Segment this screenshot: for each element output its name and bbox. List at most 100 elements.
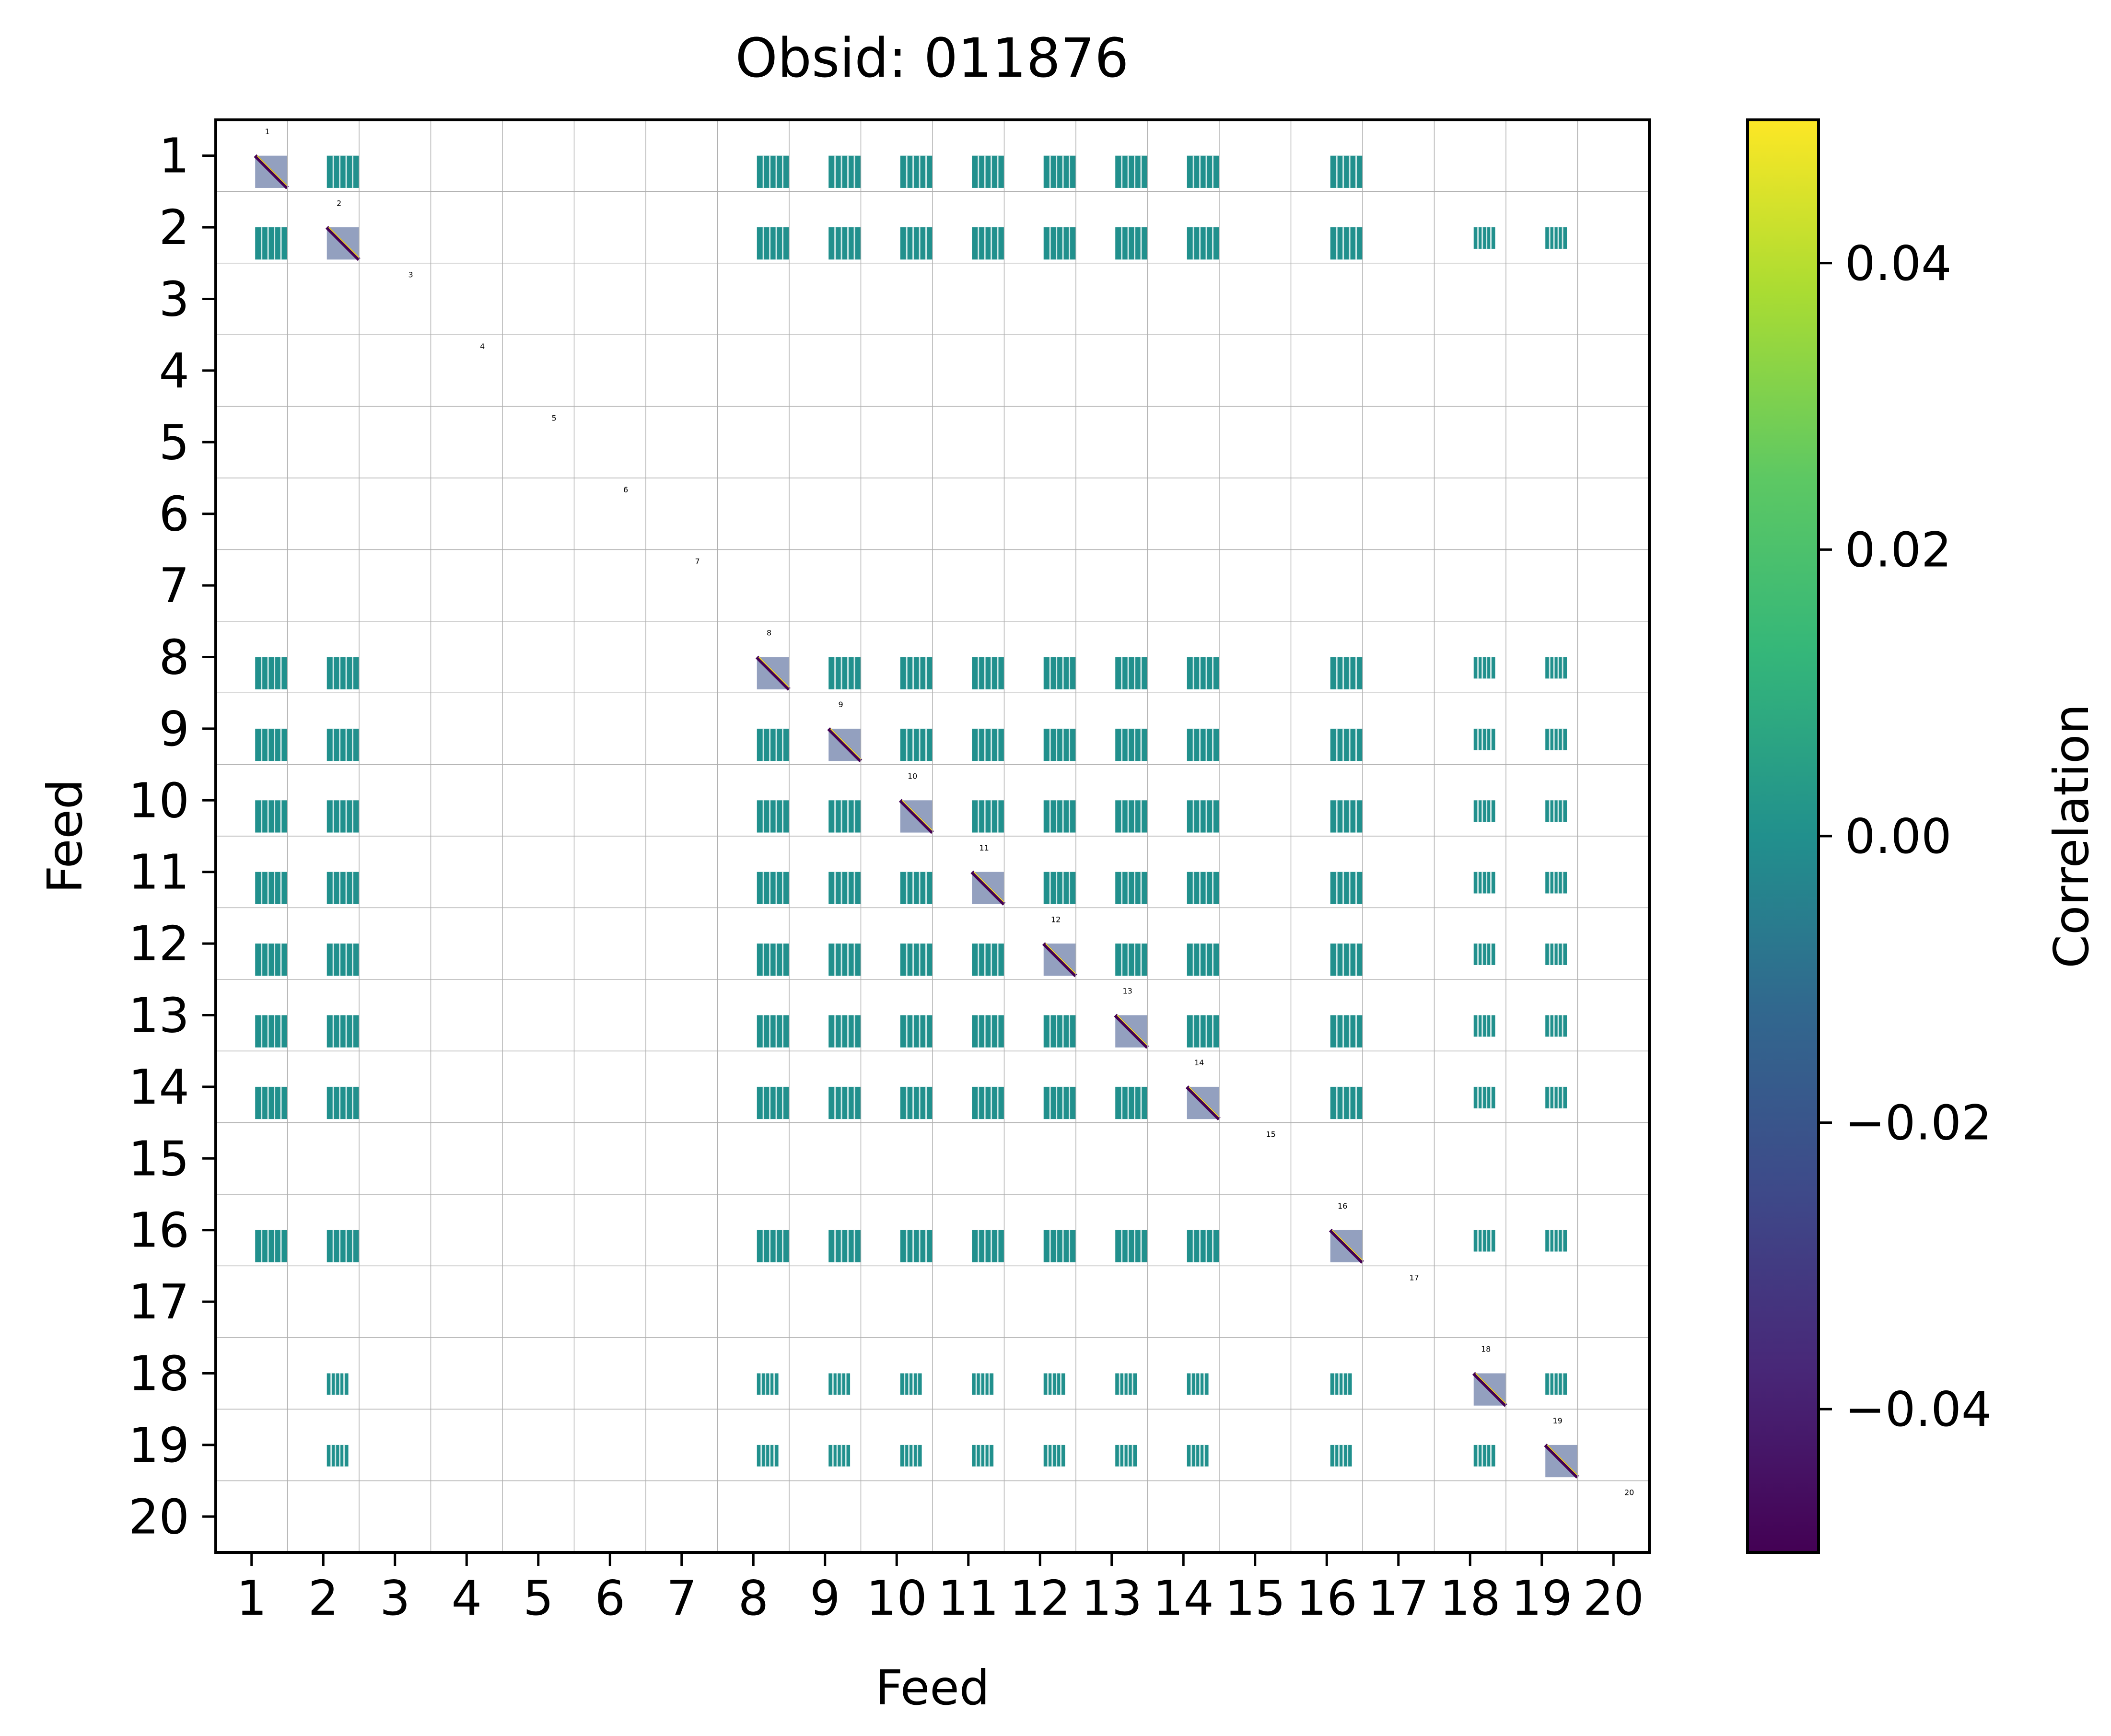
block-fill: [1545, 657, 1567, 679]
correlation-block: [900, 1015, 933, 1048]
correlation-block: [1043, 657, 1076, 689]
colorbar-tick-label: 0.02: [1845, 522, 1952, 578]
block-fill: [900, 1445, 922, 1467]
block-fill: [828, 872, 861, 904]
block-fill: [828, 800, 861, 833]
correlation-block: [327, 800, 359, 833]
correlation-block: [828, 1015, 861, 1048]
block-fill: [255, 872, 288, 904]
block-fill: [972, 1373, 994, 1395]
x-tick-label: 14: [1153, 1570, 1214, 1626]
block-fill: [1545, 227, 1567, 249]
diagonal-feed-label: 14: [1194, 1058, 1204, 1067]
block-fill: [1187, 1015, 1219, 1048]
diagonal-block: [1472, 1372, 1507, 1407]
block-fill: [757, 800, 789, 833]
correlation-block: [1330, 800, 1363, 833]
correlation-block: [1115, 872, 1148, 904]
block-fill: [1043, 155, 1076, 188]
block-fill: [828, 1230, 861, 1262]
correlation-block: [757, 1086, 789, 1119]
correlation-block: [1187, 1015, 1219, 1048]
block-fill: [1473, 944, 1495, 965]
block-fill: [327, 1373, 349, 1395]
diagonal-highlight: [1547, 1445, 1578, 1476]
correlation-block: [1187, 1445, 1209, 1467]
block-fill: [1473, 1015, 1495, 1037]
x-tick-label: 6: [595, 1570, 625, 1626]
block-fill: [1187, 1230, 1219, 1262]
block-fill: [327, 1230, 359, 1262]
correlation-block: [972, 800, 1004, 833]
diagonal-line: [1329, 1228, 1364, 1264]
block-fill: [1545, 728, 1567, 750]
correlation-block: [1187, 1230, 1219, 1262]
correlation-block: [1043, 728, 1076, 761]
correlation-block: [1330, 944, 1363, 976]
correlation-block: [972, 1086, 1004, 1119]
y-tick-label: 10: [128, 772, 189, 828]
block-fill: [1115, 1086, 1148, 1119]
correlation-block: [757, 155, 789, 188]
diagonal-feed-label: 10: [908, 771, 917, 781]
block-fill: [972, 1230, 1004, 1262]
correlation-block: [255, 872, 288, 904]
correlation-block: [828, 657, 861, 689]
correlation-block: [1043, 872, 1076, 904]
correlation-block: [1545, 1230, 1567, 1252]
diagonal-line: [1472, 1372, 1507, 1407]
correlation-block: [327, 872, 359, 904]
correlation-block: [255, 227, 288, 260]
block-fill: [900, 227, 933, 260]
correlation-block: [1545, 800, 1567, 822]
block-fill: [900, 155, 933, 188]
block-fill: [1187, 155, 1219, 188]
block-fill: [757, 1445, 779, 1467]
diagonal-line: [1544, 1444, 1579, 1479]
correlation-block: [757, 944, 789, 976]
diagonal-line: [898, 799, 934, 834]
diagonal-feed-label: 20: [1624, 1488, 1634, 1497]
diagonal-feed-label: 15: [1266, 1130, 1275, 1139]
block-fill: [1115, 657, 1148, 689]
correlation-block: [1115, 728, 1148, 761]
block-fill: [255, 800, 288, 833]
correlation-block: [757, 872, 789, 904]
correlation-block: [757, 1373, 779, 1395]
block-fill: [828, 1086, 861, 1119]
diagonal-highlight: [1475, 1373, 1506, 1404]
y-tick-label: 16: [128, 1202, 189, 1258]
block-fill: [1330, 728, 1363, 761]
diagonal-highlight: [830, 728, 862, 759]
block-fill: [972, 944, 1004, 976]
block-fill: [255, 1086, 288, 1119]
block-fill: [1330, 657, 1363, 689]
block-fill: [1545, 1230, 1567, 1252]
correlation-block: [900, 1230, 933, 1262]
correlation-block: [1330, 872, 1363, 904]
correlation-block: [828, 1086, 861, 1119]
chart-title: Obsid: 011876: [735, 27, 1129, 90]
block-fill: [900, 1015, 933, 1048]
block-fill: [1187, 800, 1219, 833]
x-tick-label: 10: [866, 1570, 927, 1626]
x-tick-label: 5: [523, 1570, 554, 1626]
block-fill: [1043, 657, 1076, 689]
diagonal-block: [827, 727, 863, 763]
correlation-block: [972, 155, 1004, 188]
correlation-block: [900, 227, 933, 260]
diagonal-line: [827, 727, 863, 763]
block-fill: [1330, 1086, 1363, 1119]
y-tick-label: 11: [128, 844, 189, 900]
correlation-block: [327, 657, 359, 689]
block-fill: [327, 872, 359, 904]
block-fill: [1330, 1373, 1352, 1395]
block-fill: [900, 1373, 922, 1395]
y-tick-label: 18: [128, 1346, 189, 1402]
diagonal-line: [254, 154, 289, 189]
correlation-block: [1043, 1373, 1065, 1395]
block-fill: [1545, 800, 1567, 822]
x-axis-ticks: 1 2 3 4 5 6 7 8 9 10 11 12 13 14 15 16 17 18 19 20: [236, 1552, 1644, 1626]
block-fill: [255, 728, 288, 761]
